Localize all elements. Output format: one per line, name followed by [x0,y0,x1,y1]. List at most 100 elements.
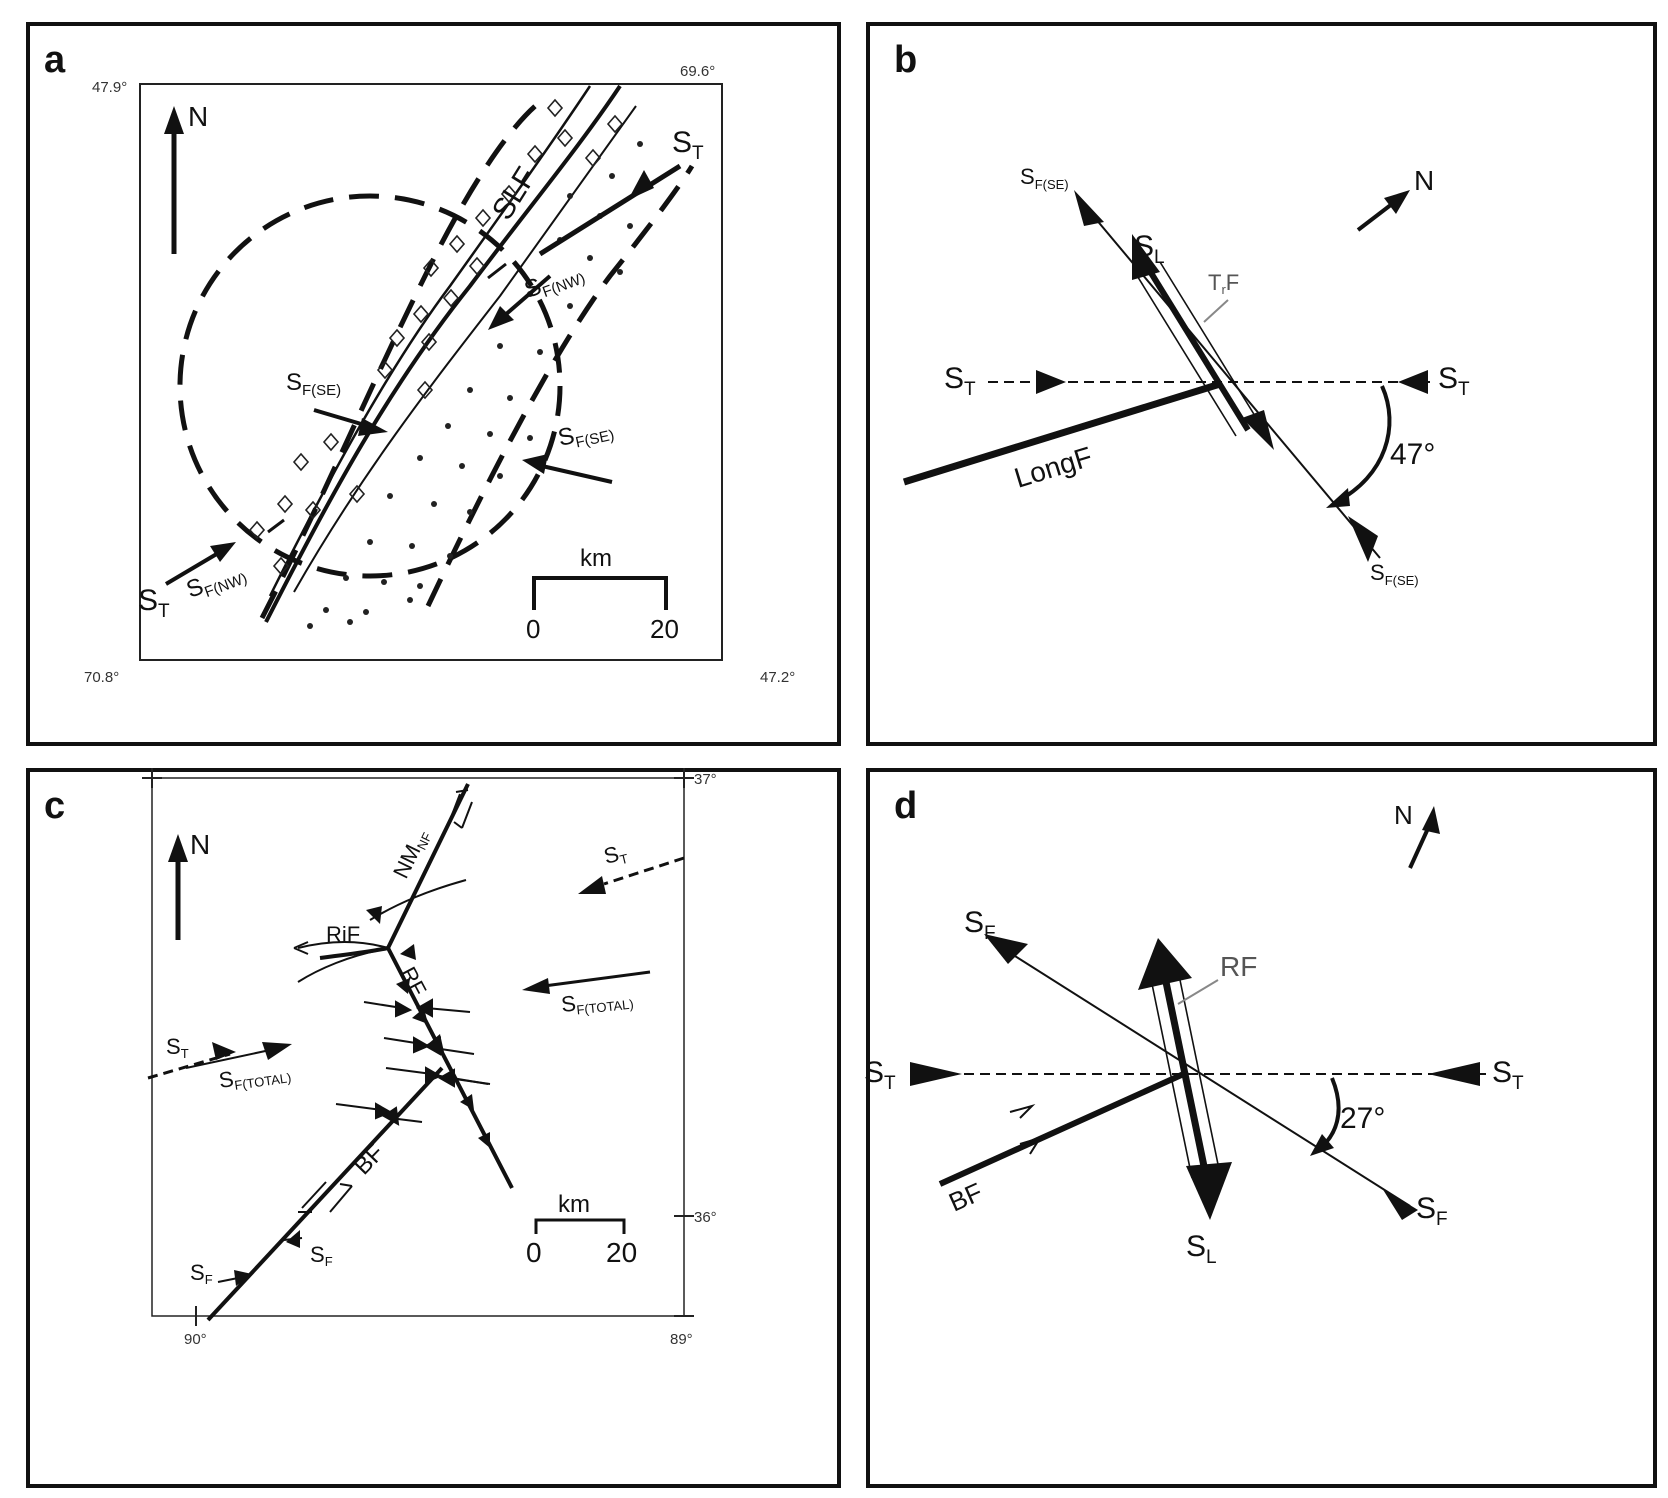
label-sf-lower: SF [190,1260,213,1287]
label-bf: BF [944,1177,987,1218]
scale-min: 0 [526,614,540,644]
panel-b: b N ST ST SF(SE) SF(SE) SL TrF LongF 47° [866,22,1657,746]
fault-thin-east [293,105,637,593]
label-sl: SL [1134,230,1165,268]
scale-max: 20 [606,1237,637,1268]
fault-slf [264,84,622,623]
label-st-west: ST [864,1056,896,1094]
sf-arrowhead-nw [984,934,1028,964]
corner-coord-mid-right: 36° [694,1209,717,1226]
fault-bf [206,1066,444,1322]
map-frame [139,83,723,661]
label-sf-total-east: SF(TOTAL) [560,985,634,1019]
panel-c-diagram: c 37° 36° 90° 89° N NMNF RiF RF [44,768,717,1348]
north-label: N [1414,165,1434,196]
panel-d: d N ST ST SF SF SL RF BF 27° [864,768,1657,1488]
corner-coord-bottom-left: 90° [184,1331,207,1348]
corner-coord-top-right: 69.6° [680,63,715,80]
panel-b-diagram: b N ST ST SF(SE) SF(SE) SL TrF LongF 47° [894,39,1470,588]
convergent-arrows-bf [335,1075,489,1126]
angle-label: 47° [1390,438,1435,471]
panel-a-label: a [44,39,66,81]
north-label: N [1394,800,1413,830]
label-bf: BF [349,1139,390,1180]
north-label: N [190,829,210,860]
stress-arrow-sf-nw [488,274,552,330]
long-fault [902,380,1222,486]
label-rf: RF [396,963,432,1001]
label-st-west: ST [166,1034,189,1061]
sf-total-east-arrowhead [522,978,550,994]
label-sf-nw-upper: SF(NW) [521,258,588,307]
scale-bar: km 0 20 [526,545,679,644]
zone-boundary-east [425,164,695,608]
st-arrowhead-west [910,1062,962,1086]
label-rif: RiF [326,922,360,947]
corner-coord-top-left: 47.9° [92,79,127,96]
st-arrowhead-east [1398,370,1428,394]
sf-arrowhead-se [1348,516,1378,562]
label-sf-upper: SF [310,1242,333,1269]
label-st-west: ST [944,362,976,400]
scale-unit: km [558,1191,590,1218]
label-trf: TrF [1208,270,1239,297]
stress-arrow-sf-se-outer [522,454,613,484]
st-arrowhead-east [1428,1062,1480,1086]
scale-unit: km [580,545,612,572]
label-st-east: ST [1492,1056,1524,1094]
st-dashed-east [603,856,685,886]
north-arrow: N [164,101,208,254]
panel-a: a 47.9° 69.6° 70.8° 47.2° N [26,22,841,746]
panel-d-label: d [894,785,917,827]
sl-arrow [1132,234,1274,450]
label-sf-nw-lower: SF(NW) [183,558,250,607]
fault-label-slf: SLF [486,162,543,226]
panel-c: c 37° 36° 90° 89° N NMNF RiF RF [26,768,841,1488]
stress-arrow-sf-se-inner [313,408,388,436]
fault-bf [938,1069,1190,1187]
zone-boundary-west [259,100,542,620]
rf-leader [1177,979,1219,1005]
st-arrowhead-west [1036,370,1066,394]
fault-tick [487,262,507,280]
north-arrow: N [168,829,210,940]
north-arrow: N [1394,800,1440,869]
sf-total-east-line [543,970,651,988]
convergent-arrows [363,998,491,1088]
fault-nmnf [386,783,470,949]
diamond-pattern [248,98,624,576]
stress-arrow-st-sw [164,542,236,586]
label-st-east: ST [601,839,630,871]
north-label: N [188,101,208,132]
angle-arrowhead [1326,488,1350,508]
fault-thin-west [268,85,592,597]
label-sf-nw: SF [964,906,996,944]
scale-bar: km 0 20 [526,1191,637,1268]
panel-a-diagram: a 47.9° 69.6° 70.8° 47.2° N [44,39,795,686]
sf-arrowhead-nw [1074,190,1104,226]
panel-b-label: b [894,39,917,81]
label-longf: LongF [1011,441,1096,494]
label-st-sw: ST [138,584,170,622]
label-sf-se-inner: SF(SE) [286,369,341,399]
label-sf-se-outer: SF(SE) [556,414,616,455]
label-nmnf: NMNF [388,825,435,883]
label-sf-se-top: SF(SE) [1020,164,1069,192]
label-st-ne: ST [672,126,704,164]
panel-d-diagram: d N ST ST SF SF SL RF BF 27° [864,785,1524,1268]
dashed-circle [177,193,563,579]
sf-axis-line [995,943,1411,1207]
scale-max: 20 [650,614,679,644]
corner-coord-bottom-right: 89° [670,1331,693,1348]
trf-leader [1203,299,1229,323]
label-st-east: ST [1438,362,1470,400]
fault-tick [267,518,285,534]
angle-arc [1335,385,1392,504]
st-arrowhead-east [578,876,606,894]
stress-arrow-st-ne [538,163,682,257]
corner-coord-bottom-right: 47.2° [760,669,795,686]
label-sf-total-west: SF(TOTAL) [217,1058,292,1095]
angle-label: 27° [1340,1102,1385,1135]
panel-c-label: c [44,785,65,827]
sf-arrow-bf-upper [283,1230,303,1248]
